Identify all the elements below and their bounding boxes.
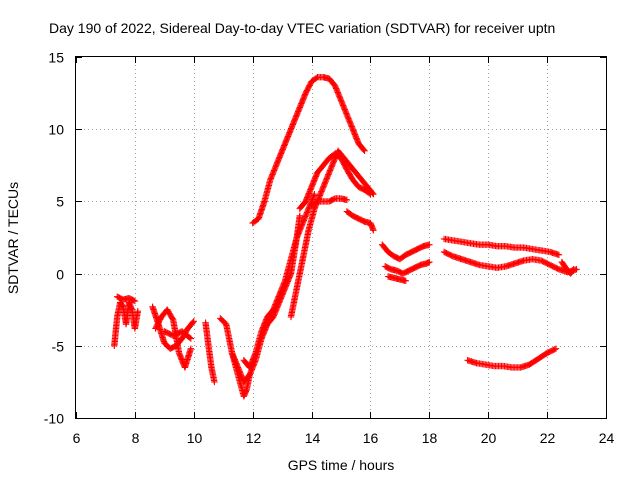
series-arc-13 <box>249 74 368 227</box>
series-arc-17 <box>384 273 409 285</box>
y-tick-label: 0 <box>56 267 64 283</box>
data-point <box>131 297 139 305</box>
y-tick-label: -5 <box>52 339 65 355</box>
data-point <box>169 315 176 322</box>
plot-frame <box>75 56 607 419</box>
x-tick-label: 18 <box>422 430 438 446</box>
data-point <box>370 227 377 234</box>
data-point <box>360 146 367 154</box>
data-point <box>555 251 563 259</box>
x-tick-labels: 6 8 10 12 14 16 18 20 22 24 <box>73 430 615 446</box>
data-point <box>361 147 368 155</box>
data-points <box>111 74 580 400</box>
data-point <box>189 319 197 326</box>
x-axis-label: GPS time / hours <box>288 457 395 473</box>
data-point <box>296 212 303 220</box>
axis-ticks <box>76 57 607 419</box>
data-point <box>211 378 218 386</box>
series-arc-21 <box>558 258 577 277</box>
series-arc-12 <box>308 195 351 209</box>
series-arc-2 <box>114 293 139 305</box>
x-tick-label: 6 <box>73 430 81 446</box>
series-arc-5 <box>161 328 195 342</box>
x-tick-label: 8 <box>132 430 140 446</box>
x-tick-label: 16 <box>363 430 379 446</box>
data-point <box>569 267 577 274</box>
series-arc-11 <box>296 150 374 212</box>
x-tick-label: 10 <box>187 430 203 446</box>
x-tick-label: 22 <box>540 430 556 446</box>
series-arc-6 <box>202 319 218 386</box>
data-point <box>426 241 433 248</box>
data-point <box>187 345 195 352</box>
x-tick-label: 14 <box>305 430 321 446</box>
series-arc-15 <box>379 241 433 263</box>
data-point <box>187 335 195 342</box>
data-point <box>134 307 142 315</box>
data-point <box>402 277 409 285</box>
y-tick-labels: -10 -5 0 5 10 15 <box>44 50 64 427</box>
data-point <box>570 266 577 273</box>
data-point <box>186 334 193 341</box>
y-tick-label: 15 <box>48 50 64 66</box>
data-point <box>551 346 558 353</box>
y-tick-label: -10 <box>44 411 64 427</box>
series-arc-19 <box>440 248 580 276</box>
series-arc-14 <box>343 208 377 234</box>
data-point <box>343 196 351 204</box>
data-point <box>426 258 433 266</box>
x-tick-label: 20 <box>481 430 497 446</box>
y-tick-label: 10 <box>48 122 64 138</box>
data-point <box>552 345 560 352</box>
series-arc-20 <box>464 345 560 371</box>
y-tick-label: 5 <box>56 194 64 210</box>
data-point <box>367 190 374 198</box>
series-arc-1 <box>111 299 142 349</box>
x-tick-label: 12 <box>246 430 262 446</box>
data-point <box>130 297 137 304</box>
series-arc-16 <box>381 258 433 277</box>
y-axis-label: SDTVAR / TECUs <box>5 182 21 294</box>
x-tick-label: 24 <box>599 430 615 446</box>
chart-title: Day 190 of 2022, Sidereal Day-to-day VTE… <box>49 20 555 36</box>
data-point <box>190 318 197 325</box>
series-arc-18 <box>440 235 563 259</box>
data-point <box>311 190 318 198</box>
data-point <box>366 190 373 197</box>
